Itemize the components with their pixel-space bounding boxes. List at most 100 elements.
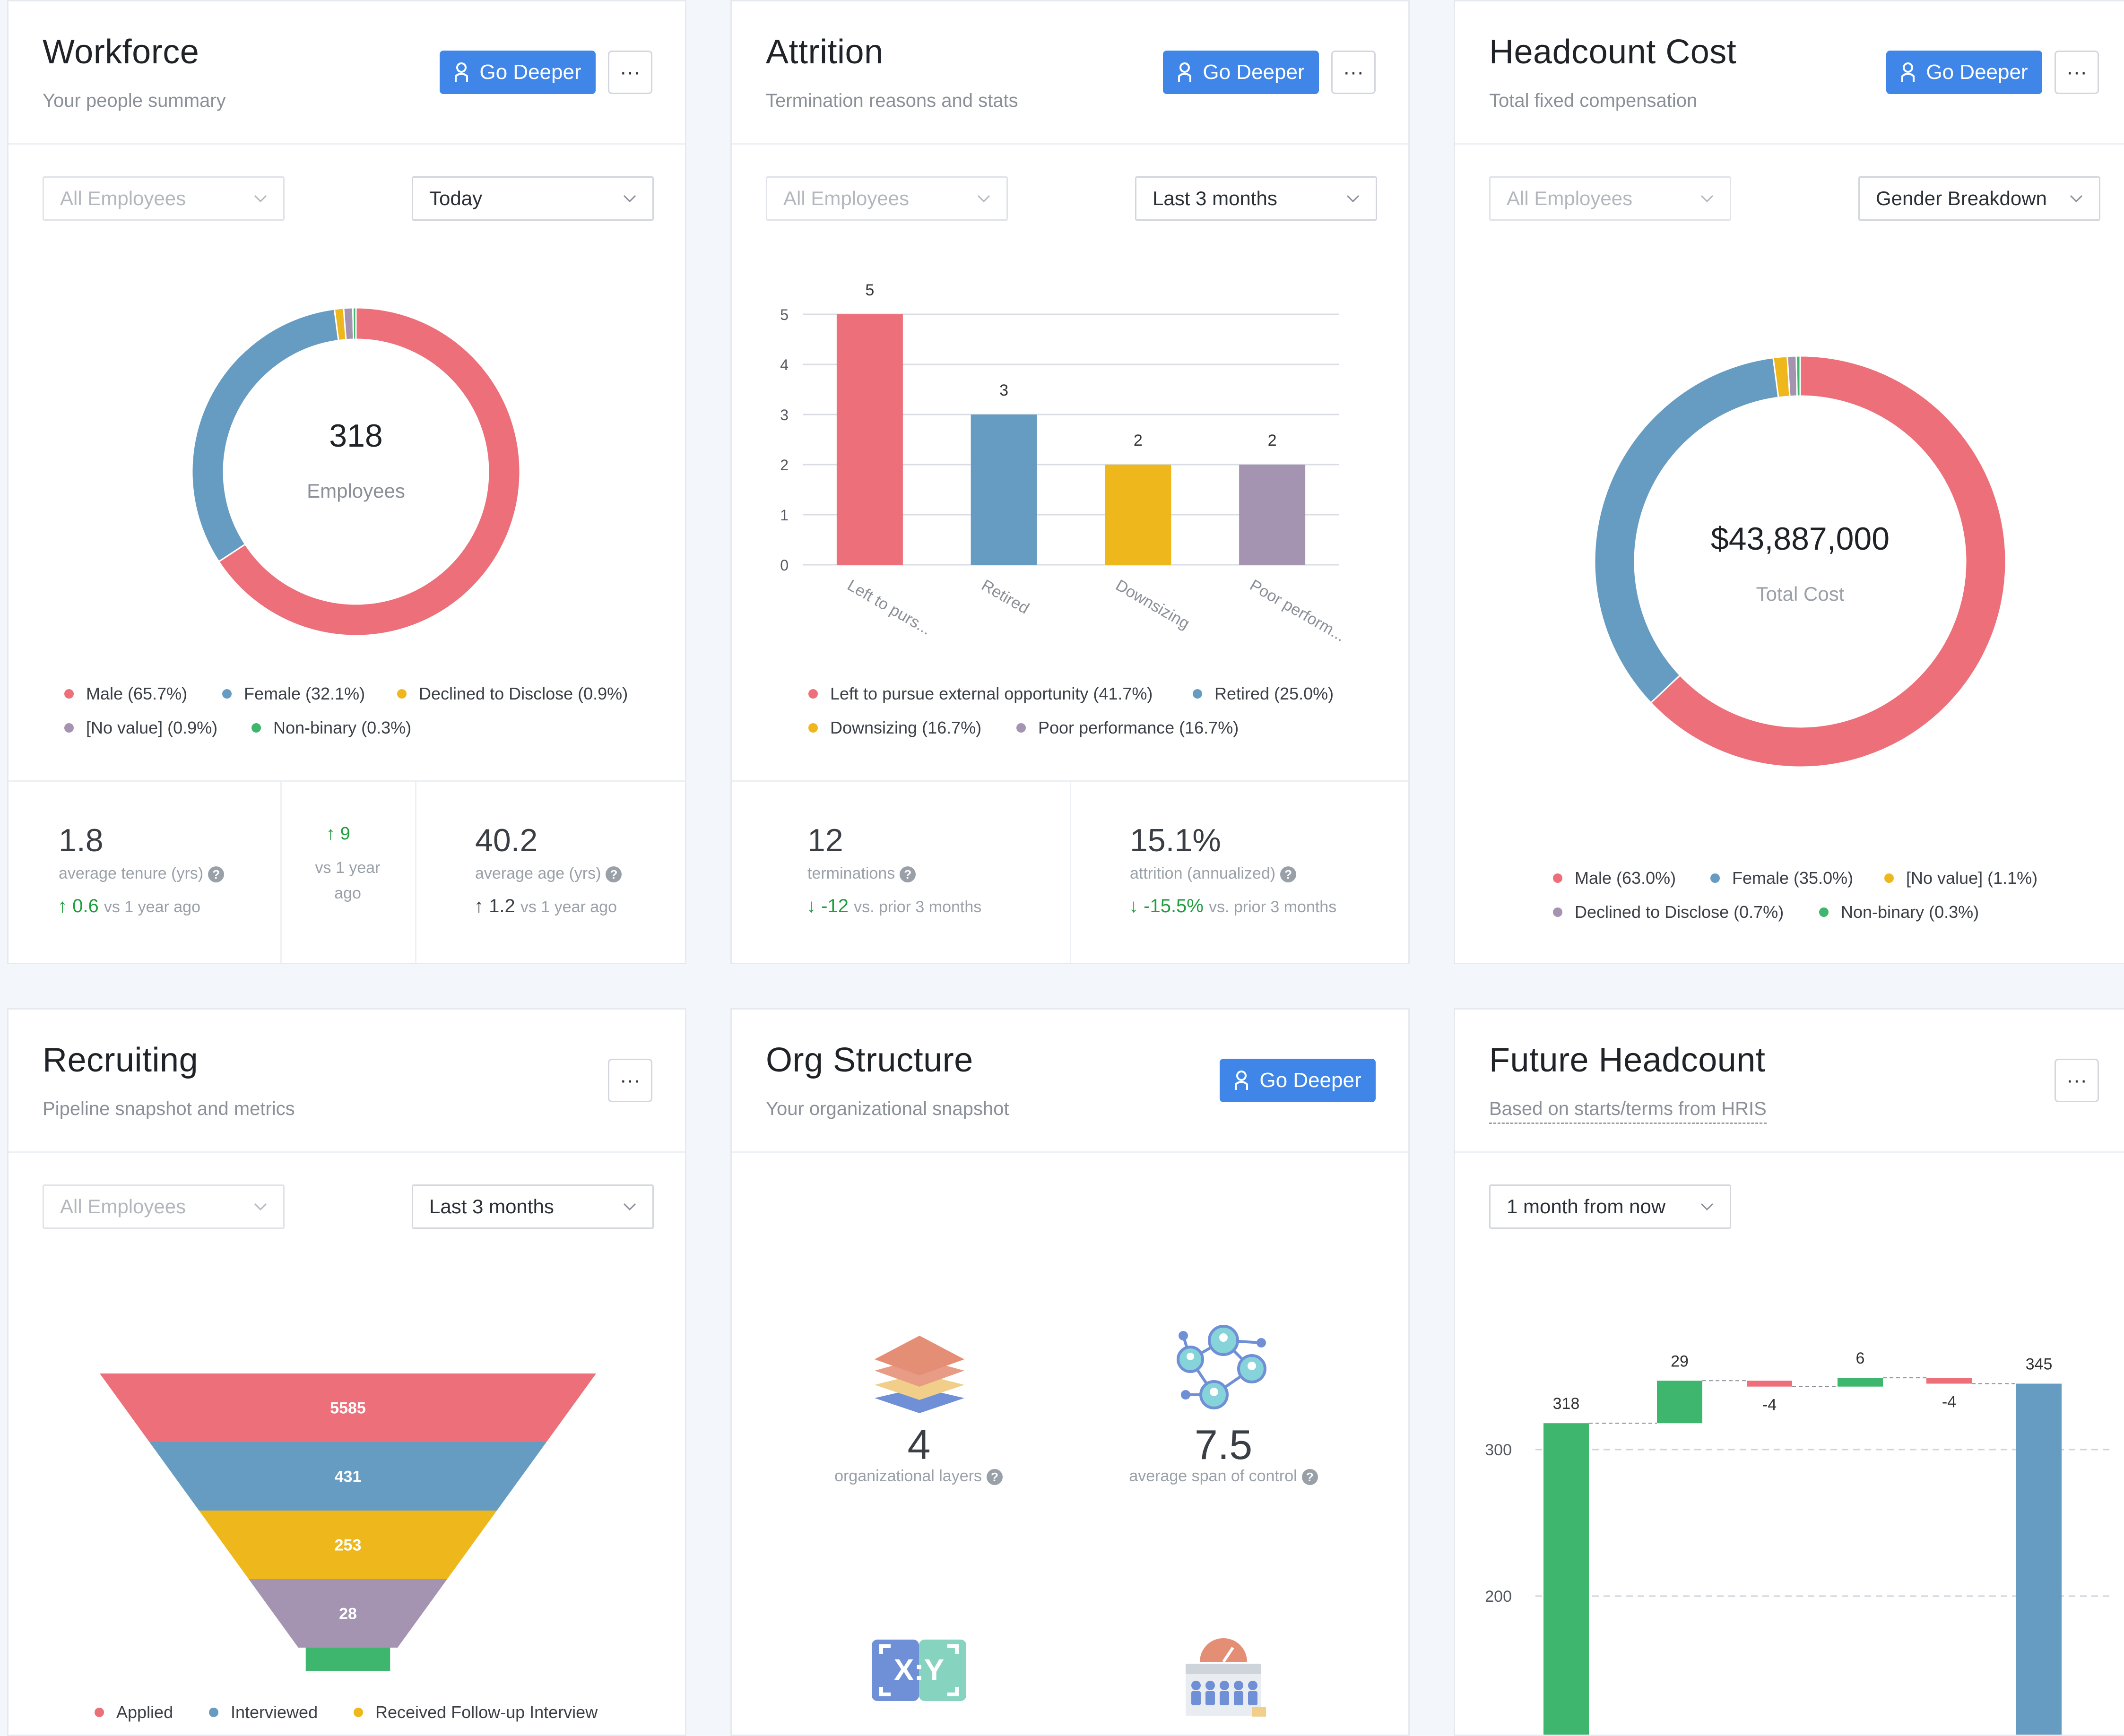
- time-horizon-select[interactable]: 1 month from now: [1489, 1184, 1731, 1229]
- age-delta-cmp: vs 1 year ago: [520, 898, 617, 916]
- bar[interactable]: [1239, 465, 1305, 565]
- legend-item-downsizing[interactable]: Downsizing (16.7%): [808, 718, 981, 738]
- legend-item-declined[interactable]: Declined to Disclose (0.7%): [1553, 902, 1784, 922]
- time-range-select[interactable]: Last 3 months: [1135, 176, 1377, 221]
- card-subtitle-link[interactable]: Based on starts/terms from HRIS: [1489, 1098, 1767, 1124]
- attrition-rate-delta-value: -15.5%: [1144, 896, 1204, 916]
- employee-group-select[interactable]: All Employees: [43, 176, 285, 221]
- legend-label: Male (63.0%): [1575, 868, 1676, 888]
- tenure-value: 1.8: [59, 822, 104, 859]
- tenure-label: average tenure (yrs)?: [59, 864, 224, 883]
- waterfall-bar[interactable]: [1838, 1378, 1883, 1387]
- donut-slice-non-binary[interactable]: [1796, 356, 1800, 396]
- legend-item-no-value[interactable]: [No value] (0.9%): [64, 718, 217, 738]
- go-deeper-button[interactable]: Go Deeper: [1886, 51, 2042, 94]
- chevron-down-icon: [252, 190, 269, 207]
- more-options-button[interactable]: ···: [608, 51, 652, 94]
- span-value: 7.5: [1129, 1421, 1318, 1469]
- legend-label: Received Follow-up Interview: [375, 1702, 598, 1722]
- card-title: Attrition: [766, 33, 884, 71]
- donut-slice-declined-to-disclose[interactable]: [1787, 356, 1797, 397]
- legend-item-male[interactable]: Male (63.0%): [1553, 868, 1676, 888]
- go-deeper-button[interactable]: Go Deeper: [1163, 51, 1319, 94]
- stats-divider: [1070, 780, 1071, 964]
- legend-item-non-binary[interactable]: Non-binary (0.3%): [1819, 902, 1979, 922]
- help-icon[interactable]: ?: [1280, 866, 1296, 882]
- terminations-label-text: terminations: [807, 864, 895, 882]
- employee-group-select[interactable]: All Employees: [766, 176, 1008, 221]
- help-icon[interactable]: ?: [606, 866, 622, 882]
- donut-center-label: Employees: [174, 480, 538, 502]
- mid-delta-value: 9: [340, 824, 350, 844]
- employee-group-select[interactable]: All Employees: [1489, 176, 1731, 221]
- terminations-value: 12: [807, 822, 843, 859]
- help-icon[interactable]: ?: [900, 866, 916, 882]
- legend-item-no-value[interactable]: [No value] (1.1%): [1884, 868, 2037, 888]
- age-delta-value: 1.2: [489, 896, 515, 916]
- legend-dot: [397, 689, 407, 699]
- terminations-delta: ↓ -12 vs. prior 3 months: [806, 896, 981, 917]
- user-icon: [1234, 1070, 1249, 1091]
- terminations-label: terminations?: [807, 864, 916, 883]
- legend-item-retired[interactable]: Retired (25.0%): [1193, 684, 1334, 704]
- legend-item-follow-up[interactable]: Received Follow-up Interview: [354, 1702, 598, 1722]
- employee-group-select[interactable]: All Employees: [43, 1184, 285, 1229]
- chevron-down-icon: [621, 190, 638, 207]
- card-title: Workforce: [43, 33, 199, 71]
- more-options-button[interactable]: ···: [2055, 51, 2099, 94]
- legend-dot: [808, 689, 818, 699]
- attrition-card: Attrition Termination reasons and stats …: [730, 0, 1410, 964]
- select-value: All Employees: [60, 187, 186, 210]
- waterfall-bar[interactable]: [1657, 1381, 1702, 1423]
- chevron-down-icon: [2068, 190, 2085, 207]
- help-icon[interactable]: ?: [1302, 1469, 1318, 1485]
- bar[interactable]: [971, 415, 1037, 565]
- funnel-value-label: 5585: [330, 1399, 366, 1417]
- legend-item-female[interactable]: Female (32.1%): [222, 684, 365, 704]
- waterfall-bar[interactable]: [1747, 1381, 1792, 1386]
- chevron-down-icon: [975, 190, 992, 207]
- time-range-select[interactable]: Today: [412, 176, 654, 221]
- legend-item-female[interactable]: Female (35.0%): [1710, 868, 1853, 888]
- headcount-cost-donut-chart: [1587, 349, 2013, 774]
- waterfall-bar[interactable]: [1926, 1378, 1972, 1383]
- help-icon[interactable]: ?: [208, 866, 224, 882]
- card-subtitle: Termination reasons and stats: [766, 90, 1018, 112]
- team-gauge-icon: [1181, 1633, 1266, 1719]
- legend-item-non-binary[interactable]: Non-binary (0.3%): [251, 718, 411, 738]
- waterfall-bar[interactable]: [2016, 1384, 2062, 1736]
- go-deeper-button[interactable]: Go Deeper: [440, 51, 596, 94]
- funnel-value-label: 253: [335, 1537, 362, 1555]
- arrow-up-icon: ↑: [58, 896, 67, 916]
- help-icon[interactable]: ?: [987, 1469, 1003, 1485]
- select-value: Last 3 months: [1153, 187, 1277, 210]
- legend-item-declined[interactable]: Declined to Disclose (0.9%): [397, 684, 628, 704]
- breakdown-select[interactable]: Gender Breakdown: [1858, 176, 2100, 221]
- data-label: 345: [2026, 1356, 2053, 1373]
- legend-item-left-to-pursue[interactable]: Left to pursue external opportunity (41.…: [808, 684, 1153, 704]
- more-options-button[interactable]: ···: [2055, 1059, 2099, 1102]
- stats-divider: [415, 780, 416, 964]
- more-options-button[interactable]: ···: [608, 1059, 652, 1102]
- layers-icon: [870, 1332, 969, 1417]
- time-range-select[interactable]: Last 3 months: [412, 1184, 654, 1229]
- go-deeper-button[interactable]: Go Deeper: [1220, 1059, 1376, 1102]
- data-label: -4: [1762, 1396, 1777, 1414]
- waterfall-bar[interactable]: [1543, 1423, 1589, 1736]
- more-options-button[interactable]: ···: [1331, 51, 1376, 94]
- attrition-rate-delta-cmp: vs. prior 3 months: [1209, 898, 1336, 916]
- legend-label: Male (65.7%): [86, 684, 187, 704]
- bar[interactable]: [837, 314, 903, 565]
- legend-label: [No value] (0.9%): [86, 718, 217, 738]
- donut-slice-non-binary[interactable]: [353, 308, 356, 339]
- select-value: All Employees: [1507, 187, 1632, 210]
- donut-slice-no-value[interactable]: [344, 308, 354, 340]
- legend-label: [No value] (1.1%): [1906, 868, 2037, 888]
- legend-item-applied[interactable]: Applied: [95, 1702, 173, 1722]
- bar[interactable]: [1105, 465, 1171, 565]
- funnel-stage[interactable]: [306, 1648, 390, 1671]
- legend-item-poor-performance[interactable]: Poor performance (16.7%): [1016, 718, 1239, 738]
- legend-item-male[interactable]: Male (65.7%): [64, 684, 187, 704]
- legend-item-interviewed[interactable]: Interviewed: [209, 1702, 318, 1722]
